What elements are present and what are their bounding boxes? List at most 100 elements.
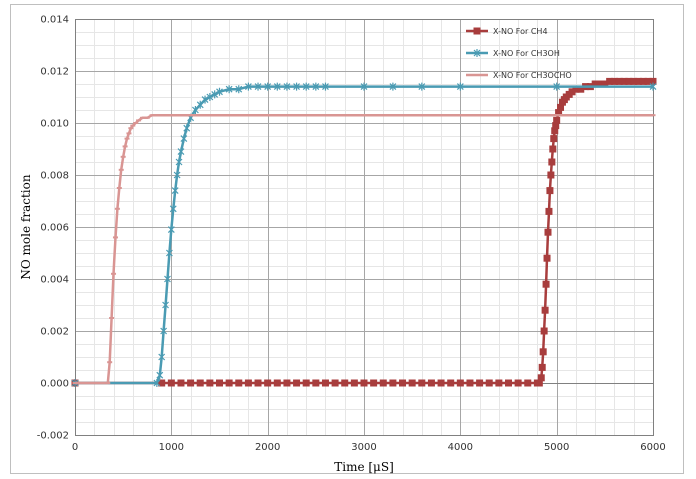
data-point xyxy=(235,85,243,94)
data-point xyxy=(124,137,130,140)
data-point xyxy=(546,187,554,195)
data-point xyxy=(418,379,426,387)
data-point xyxy=(476,379,484,387)
data-point xyxy=(128,127,134,130)
x-tick-label: 2000 xyxy=(255,442,280,453)
plot-border xyxy=(75,19,654,436)
line-chart: 0 1000 2000 3000 4000 5000 6000 -0.002 0.000 0.00… xyxy=(19,15,666,475)
data-point xyxy=(552,122,560,130)
y-tick-label: 0.006 xyxy=(40,223,69,234)
data-point xyxy=(577,85,585,93)
x-tick-label: 3000 xyxy=(351,442,376,453)
data-point xyxy=(555,109,563,117)
series-area xyxy=(71,77,657,387)
data-point xyxy=(399,379,407,387)
data-point xyxy=(118,168,124,171)
data-point xyxy=(160,327,168,335)
data-point xyxy=(105,382,111,384)
data-point xyxy=(225,85,233,94)
tick-labels: 0 1000 2000 3000 4000 5000 6000 -0.002 0.000 0.00… xyxy=(37,15,666,454)
data-point xyxy=(539,348,547,356)
data-point xyxy=(302,82,310,91)
data-point xyxy=(206,93,214,101)
data-point xyxy=(550,135,558,143)
data-point xyxy=(596,80,604,88)
data-point xyxy=(156,371,164,380)
data-point xyxy=(164,275,171,283)
y-tick-label: 0.000 xyxy=(40,379,69,390)
data-point xyxy=(514,379,522,387)
data-point xyxy=(177,379,185,387)
data-point xyxy=(361,114,367,117)
data-point xyxy=(133,122,139,124)
data-point xyxy=(437,379,445,387)
data-point xyxy=(360,379,368,387)
data-point xyxy=(293,82,300,91)
data-point xyxy=(139,116,145,119)
data-point xyxy=(554,114,560,117)
data-point xyxy=(225,379,233,387)
chart-frame: 0 1000 2000 3000 4000 5000 6000 -0.002 0.000 0.00… xyxy=(10,4,684,474)
data-point xyxy=(649,82,657,91)
data-point xyxy=(167,379,175,387)
legend: X-NO For CH4 X-NO For CH3OH X-NO For CH3OC… xyxy=(466,27,572,80)
data-point xyxy=(639,77,647,85)
data-point xyxy=(389,379,397,387)
data-point xyxy=(615,77,623,85)
data-point xyxy=(235,379,243,387)
data-point xyxy=(630,77,638,85)
series-2 xyxy=(71,82,657,387)
data-point xyxy=(548,158,556,166)
series-line xyxy=(75,113,653,385)
data-point xyxy=(644,77,652,85)
data-point xyxy=(107,361,113,364)
data-point xyxy=(111,272,117,275)
data-point xyxy=(149,114,155,117)
data-point xyxy=(191,106,199,114)
legend-item: X-NO For CH3OCHO xyxy=(466,71,572,80)
y-tick-label: 0.008 xyxy=(40,171,69,182)
data-point xyxy=(474,74,480,76)
data-point xyxy=(196,100,204,109)
data-point xyxy=(72,382,78,384)
x-axis-title: Time [μS] xyxy=(334,460,394,474)
data-point xyxy=(457,114,463,117)
data-point xyxy=(168,114,174,117)
data-point xyxy=(216,379,223,387)
data-point xyxy=(273,379,281,387)
data-point xyxy=(165,249,173,257)
data-point xyxy=(625,77,633,85)
data-point xyxy=(244,379,252,387)
data-point xyxy=(158,379,166,387)
data-point xyxy=(216,87,223,96)
data-point xyxy=(495,379,503,387)
data-point xyxy=(544,228,552,236)
data-point xyxy=(553,116,561,124)
data-point xyxy=(549,145,557,153)
data-point xyxy=(379,379,387,387)
data-point xyxy=(217,114,222,117)
data-point xyxy=(264,379,272,387)
data-point xyxy=(162,301,169,309)
data-point xyxy=(154,114,160,117)
data-point xyxy=(312,379,320,387)
legend-label: X-NO For CH4 xyxy=(493,27,548,36)
data-point xyxy=(136,119,142,122)
data-point xyxy=(485,379,493,387)
data-point xyxy=(537,374,545,382)
y-tick-label: 0.004 xyxy=(40,275,69,286)
legend-label: X-NO For CH3OH xyxy=(493,49,560,58)
data-point xyxy=(273,82,281,91)
data-point xyxy=(183,124,191,133)
data-point xyxy=(427,379,435,387)
data-point xyxy=(568,88,576,96)
data-point xyxy=(572,85,580,93)
data-point xyxy=(254,82,262,91)
y-axis-title: NO mole fraction xyxy=(19,174,33,279)
data-point xyxy=(635,77,643,85)
data-point xyxy=(418,82,426,91)
data-point xyxy=(130,124,136,127)
data-point xyxy=(283,379,291,387)
data-point xyxy=(177,147,185,156)
data-point xyxy=(456,379,464,387)
